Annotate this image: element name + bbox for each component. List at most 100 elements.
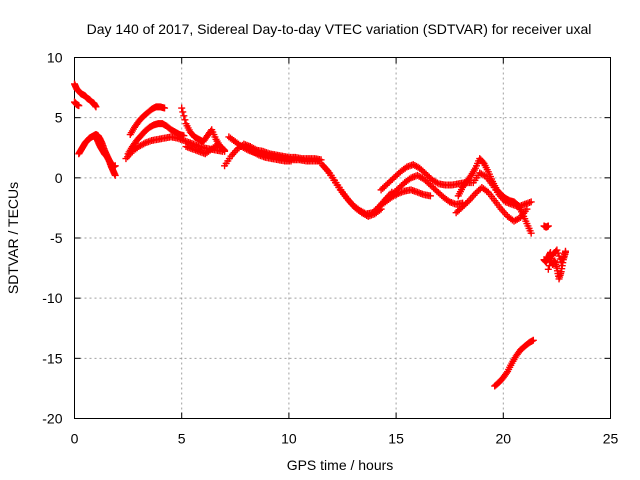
y-tick-label: 10 (47, 50, 63, 66)
data-point-fill (455, 206, 463, 214)
data-point-fill (501, 371, 509, 379)
data-point-fill (433, 179, 441, 187)
data-point-fill (519, 201, 527, 209)
data-point-fill (285, 157, 293, 165)
data-point-fill (378, 200, 386, 208)
data-point-fill (526, 199, 534, 207)
data-point-fill (481, 186, 489, 194)
data-point-fill (521, 207, 529, 215)
data-point (544, 265, 552, 273)
data-point-fill (211, 133, 219, 141)
data-point-fill (140, 140, 148, 148)
data-point-fill (418, 190, 426, 198)
data-point-fill (187, 144, 195, 152)
data-point-fill (496, 203, 504, 211)
data-point-fill (552, 262, 560, 270)
data-point-fill (526, 227, 534, 235)
data-point-fill (361, 211, 369, 219)
data-point-fill (137, 115, 145, 123)
data-point-fill (260, 153, 268, 161)
series-arc-12 (242, 143, 295, 165)
data-point-fill (465, 174, 473, 182)
data-point-fill (483, 166, 491, 174)
y-tick-label: 0 (55, 170, 63, 186)
data-point-fill (252, 149, 260, 157)
y-axis-label: SDTVAR / TECUs (5, 182, 21, 294)
data-point-fill (461, 180, 469, 188)
series-arc-24 (544, 246, 569, 273)
data-point-fill (374, 208, 382, 216)
data-point-fill (442, 195, 450, 203)
data-point-fill (417, 173, 425, 181)
data-point-fill (483, 187, 491, 195)
data-point-fill (235, 140, 243, 148)
series-arc-5 (124, 120, 188, 158)
data-point-fill (514, 349, 522, 357)
data-point-fill (135, 134, 143, 142)
y-tick-label: 5 (55, 110, 63, 126)
data-points (71, 80, 569, 390)
series-arc-1 (71, 80, 100, 111)
data-point-fill (436, 190, 444, 198)
x-tick-label: 20 (496, 431, 512, 447)
data-point-fill (131, 140, 139, 148)
series-arc-14 (319, 162, 385, 220)
data-point-fill (111, 162, 119, 170)
data-point-fill (159, 104, 167, 112)
data-point-fill (462, 200, 470, 208)
series-arc-9 (182, 140, 229, 158)
data-point-fill (205, 147, 212, 155)
data-point-fill (528, 337, 536, 345)
data-point-fill (111, 170, 119, 178)
data-point-fill (380, 183, 388, 191)
data-point-fill (181, 116, 189, 124)
axis-ticks: 0 5 10 15 20 25 -20 -15 -10 -5 0 5 10 (42, 50, 618, 447)
x-tick-label: 5 (178, 431, 186, 447)
data-point-fill (470, 166, 478, 174)
data-point-fill (313, 157, 321, 165)
series-arc-2 (71, 98, 83, 110)
series-arc-19 (452, 183, 531, 225)
y-tick-label: -20 (42, 411, 62, 427)
data-point-fill (172, 134, 180, 142)
data-point-fill (560, 250, 568, 258)
data-point-fill (400, 165, 408, 173)
data-point-fill (503, 369, 511, 377)
series-arc-16 (381, 171, 467, 208)
data-point-fill (387, 177, 395, 185)
data-point-fill (132, 145, 140, 153)
data-point-fill (391, 191, 399, 199)
data-point-fill (430, 184, 438, 192)
data-point-fill (397, 182, 405, 190)
data-point-fill (419, 167, 427, 175)
data-point-fill (138, 141, 146, 149)
data-point-fill (487, 179, 495, 187)
data-point-fill (404, 176, 412, 184)
data-point-fill (507, 361, 515, 369)
data-point-fill (497, 376, 505, 384)
data-point-fill (493, 188, 501, 196)
data-point-fill (425, 192, 433, 200)
data-point-fill (412, 188, 420, 196)
data-point-fill (506, 200, 514, 208)
data-point-fill (146, 137, 154, 145)
chart-title: Day 140 of 2017, Sidereal Day-to-day VTE… (87, 21, 592, 37)
data-point-fill (337, 186, 345, 194)
data-point-fill (479, 171, 487, 179)
series-arc-22 (540, 222, 552, 231)
data-point-fill (393, 171, 401, 179)
series-arc-20 (469, 169, 535, 211)
data-point-fill (470, 191, 478, 199)
data-point-fill (475, 186, 483, 194)
data-point-fill (91, 102, 99, 110)
data-point-fill (385, 195, 393, 203)
data-point-fill (193, 147, 201, 155)
data-point-fill (245, 145, 253, 153)
y-tick-label: -15 (42, 350, 62, 366)
data-point-fill (425, 173, 433, 181)
data-point-fill (423, 178, 431, 186)
data-point-fill (228, 135, 236, 143)
data-point (178, 104, 186, 112)
data-point-fill (179, 108, 187, 116)
